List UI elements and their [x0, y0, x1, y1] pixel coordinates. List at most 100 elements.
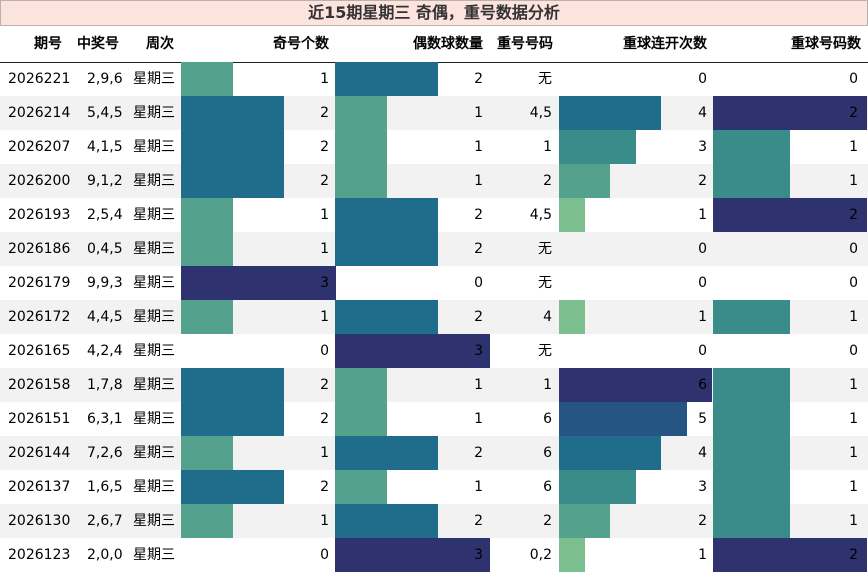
period-cell: 2026193 [8, 207, 71, 223]
repeat-count-cell: 2 [849, 207, 858, 223]
table-row[interactable]: 2026158 1,7,8 星期三 2 1 1 6 1 [0, 368, 868, 402]
repeat-streak-cell: 6 [698, 377, 707, 393]
odd-count-cell: 1 [320, 309, 329, 325]
weekday-cell: 星期三 [133, 377, 175, 393]
table-header: 期号 中奖号 周次 奇号个数 偶数球数量 重号号码 重球连开次数 重球号码数 [0, 26, 868, 63]
table-row[interactable]: 2026130 2,6,7 星期三 1 2 2 2 1 [0, 504, 868, 538]
repeat-count-cell: 1 [849, 479, 858, 495]
weekday-cell: 星期三 [133, 343, 175, 359]
table-row[interactable]: 2026207 4,1,5 星期三 2 1 1 3 1 [0, 130, 868, 164]
streak-bar [559, 402, 687, 436]
count-bar [713, 96, 867, 130]
period-cell: 2026165 [8, 343, 71, 359]
repeat-count-cell: 2 [849, 105, 858, 121]
odd-count-cell: 1 [320, 71, 329, 87]
header-repeat-count[interactable]: 重球号码数 [791, 36, 861, 52]
header-repeat-streak[interactable]: 重球连开次数 [623, 36, 707, 52]
even-bar [335, 436, 438, 470]
repeat-streak-cell: 4 [698, 445, 707, 461]
repeat-count-cell: 0 [849, 275, 858, 291]
odd-count-cell: 2 [320, 377, 329, 393]
repeat-streak-cell: 2 [698, 173, 707, 189]
streak-bar [559, 164, 610, 198]
numbers-cell: 2,6,7 [87, 513, 123, 529]
odd-bar [181, 198, 233, 232]
repeat-streak-cell: 2 [698, 513, 707, 529]
even-bar [335, 402, 387, 436]
streak-bar [559, 96, 661, 130]
header-period[interactable]: 期号 [34, 36, 62, 52]
repeat-streak-cell: 1 [698, 207, 707, 223]
repeat-streak-cell: 5 [698, 411, 707, 427]
repeat-numbers-cell: 6 [543, 479, 552, 495]
odd-bar [181, 130, 284, 164]
odd-count-cell: 2 [320, 173, 329, 189]
table-row[interactable]: 2026200 9,1,2 星期三 2 1 2 2 1 [0, 164, 868, 198]
numbers-cell: 4,4,5 [87, 309, 123, 325]
repeat-numbers-cell: 4 [543, 309, 552, 325]
odd-bar [181, 436, 233, 470]
table-row[interactable]: 2026144 7,2,6 星期三 1 2 6 4 1 [0, 436, 868, 470]
period-cell: 2026144 [8, 445, 71, 461]
repeat-count-cell: 1 [849, 377, 858, 393]
table-row[interactable]: 2026186 0,4,5 星期三 1 2 无 0 0 [0, 232, 868, 266]
period-cell: 2026207 [8, 139, 71, 155]
repeat-streak-cell: 0 [698, 71, 707, 87]
header-weekday[interactable]: 周次 [146, 36, 174, 52]
odd-count-cell: 3 [320, 275, 329, 291]
weekday-cell: 星期三 [133, 513, 175, 529]
even-bar [335, 300, 438, 334]
period-cell: 2026123 [8, 547, 71, 563]
period-cell: 2026158 [8, 377, 71, 393]
streak-bar [559, 436, 661, 470]
header-numbers[interactable]: 中奖号 [77, 36, 119, 52]
even-count-cell: 1 [474, 377, 483, 393]
repeat-numbers-cell: 0,2 [529, 547, 552, 563]
table-row[interactable]: 2026214 5,4,5 星期三 2 1 4,5 4 2 [0, 96, 868, 130]
header-repeat-numbers[interactable]: 重号号码 [497, 36, 553, 52]
table-row[interactable]: 2026172 4,4,5 星期三 1 2 4 1 1 [0, 300, 868, 334]
header-odd-count[interactable]: 奇号个数 [273, 36, 329, 52]
streak-bar [559, 130, 636, 164]
even-bar [335, 538, 490, 572]
count-bar [713, 130, 790, 164]
even-bar [335, 62, 438, 96]
even-count-cell: 2 [474, 241, 483, 257]
count-bar [713, 470, 790, 504]
even-count-cell: 2 [474, 207, 483, 223]
table-row[interactable]: 2026151 6,3,1 星期三 2 1 6 5 1 [0, 402, 868, 436]
table-row[interactable]: 2026165 4,2,4 星期三 0 3 无 0 0 [0, 334, 868, 368]
odd-bar [181, 470, 284, 504]
weekday-cell: 星期三 [133, 547, 175, 563]
table-row[interactable]: 2026193 2,5,4 星期三 1 2 4,5 1 2 [0, 198, 868, 232]
repeat-count-cell: 1 [849, 411, 858, 427]
streak-bar [559, 538, 585, 572]
odd-count-cell: 1 [320, 241, 329, 257]
table-row[interactable]: 2026221 2,9,6 星期三 1 2 无 0 0 [0, 62, 868, 96]
repeat-count-cell: 0 [849, 241, 858, 257]
table-row[interactable]: 2026179 9,9,3 星期三 3 0 无 0 0 [0, 266, 868, 300]
odd-bar [181, 504, 233, 538]
numbers-cell: 4,1,5 [87, 139, 123, 155]
table-row[interactable]: 2026137 1,6,5 星期三 2 1 6 3 1 [0, 470, 868, 504]
repeat-numbers-cell: 2 [543, 513, 552, 529]
streak-bar [559, 470, 636, 504]
period-cell: 2026137 [8, 479, 71, 495]
even-count-cell: 3 [474, 343, 483, 359]
even-count-cell: 0 [474, 275, 483, 291]
header-even-count[interactable]: 偶数球数量 [413, 36, 483, 52]
period-cell: 2026151 [8, 411, 71, 427]
numbers-cell: 2,5,4 [87, 207, 123, 223]
odd-bar [181, 164, 284, 198]
repeat-count-cell: 1 [849, 309, 858, 325]
even-count-cell: 3 [474, 547, 483, 563]
repeat-numbers-cell: 6 [543, 445, 552, 461]
even-bar [335, 504, 438, 538]
odd-count-cell: 2 [320, 411, 329, 427]
even-bar [335, 198, 438, 232]
odd-bar [181, 96, 284, 130]
table-row[interactable]: 2026123 2,0,0 星期三 0 3 0,2 1 2 [0, 538, 868, 572]
numbers-cell: 2,9,6 [87, 71, 123, 87]
even-count-cell: 1 [474, 105, 483, 121]
repeat-count-cell: 1 [849, 139, 858, 155]
